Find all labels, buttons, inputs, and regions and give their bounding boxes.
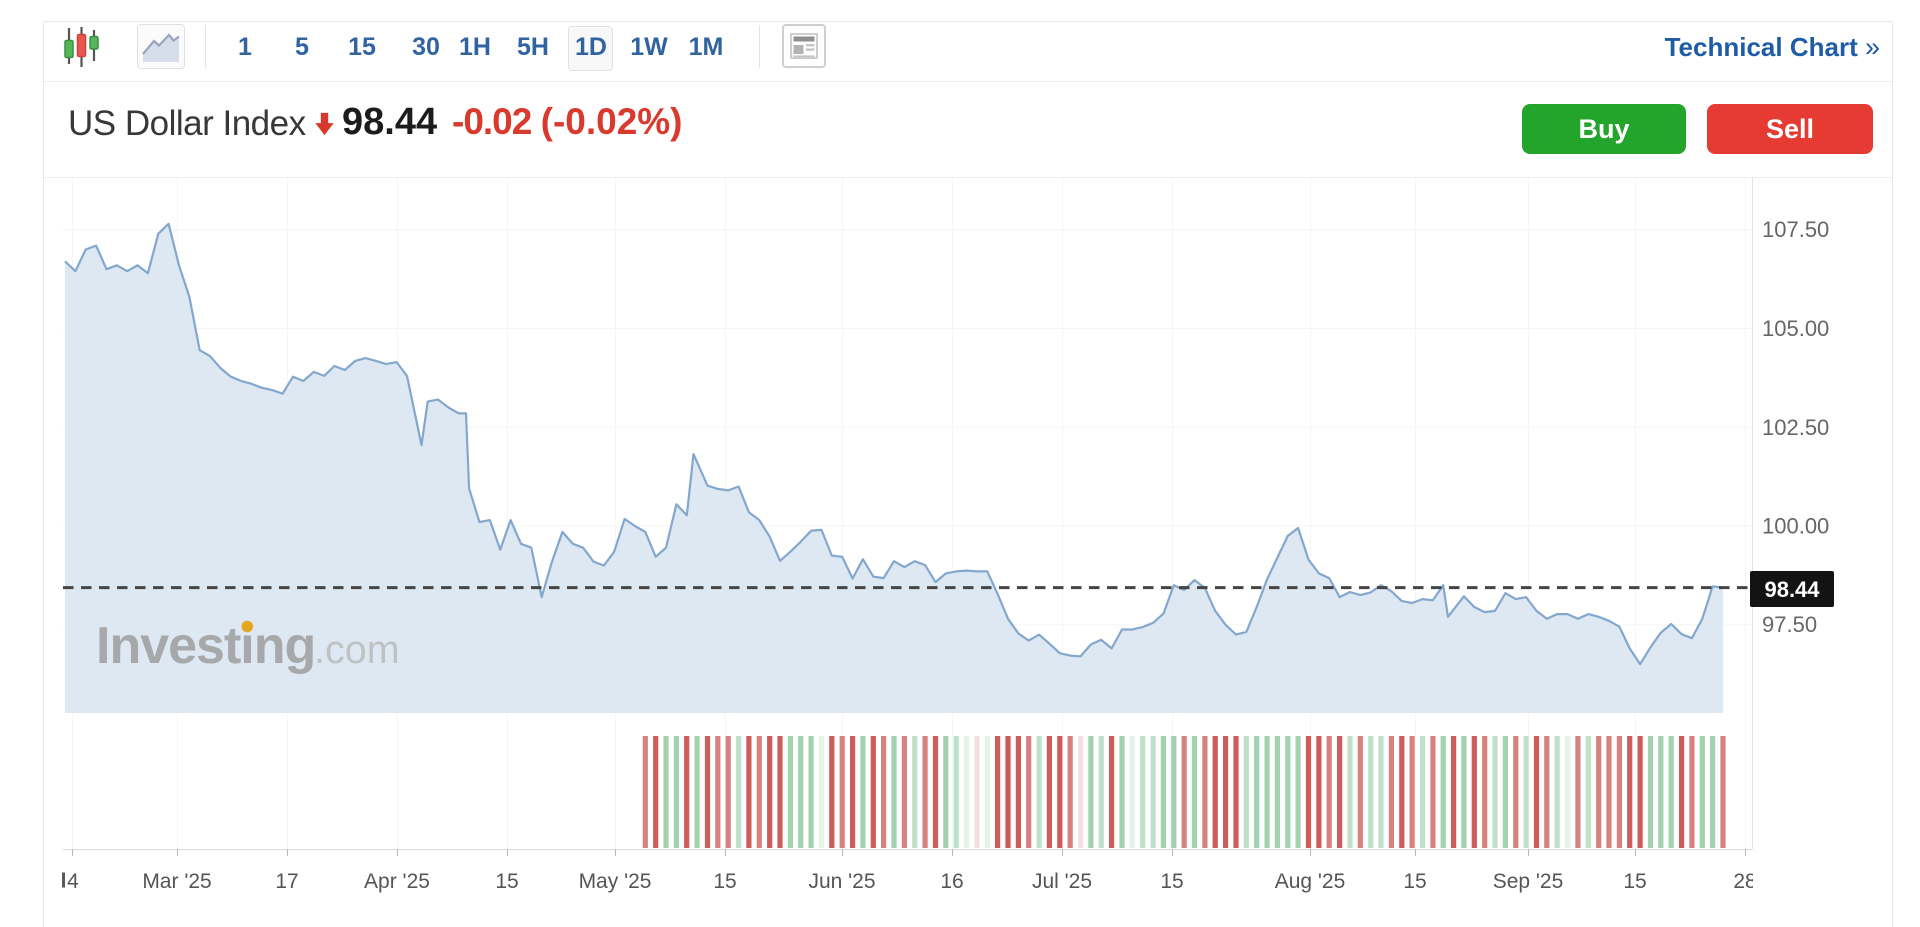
svg-text:.com: .com (314, 628, 400, 672)
svg-text:102.50: 102.50 (1762, 415, 1829, 440)
svg-text:107.50: 107.50 (1762, 217, 1829, 242)
svg-text:Aug '25: Aug '25 (1275, 870, 1346, 893)
svg-text:Mar '25: Mar '25 (142, 870, 211, 893)
svg-text:15: 15 (713, 870, 736, 893)
svg-text:Sep '25: Sep '25 (1493, 870, 1564, 893)
svg-text:97.50: 97.50 (1762, 612, 1817, 637)
svg-text:Apr '25: Apr '25 (364, 870, 430, 893)
svg-text:17: 17 (275, 870, 298, 893)
svg-text:15: 15 (1403, 870, 1426, 893)
svg-text:15: 15 (495, 870, 518, 893)
svg-text:Jun '25: Jun '25 (808, 870, 875, 893)
svg-text:May '25: May '25 (579, 870, 652, 893)
svg-text:15: 15 (1160, 870, 1183, 893)
svg-text:28: 28 (1733, 870, 1756, 893)
svg-text:105.00: 105.00 (1762, 316, 1829, 341)
svg-text:16: 16 (940, 870, 963, 893)
svg-text:98.44: 98.44 (1764, 577, 1820, 602)
svg-text:4: 4 (67, 870, 79, 893)
svg-text:15: 15 (1623, 870, 1646, 893)
svg-text:Investing: Investing (96, 617, 315, 675)
svg-text:Jul '25: Jul '25 (1032, 870, 1092, 893)
svg-text:100.00: 100.00 (1762, 514, 1829, 539)
